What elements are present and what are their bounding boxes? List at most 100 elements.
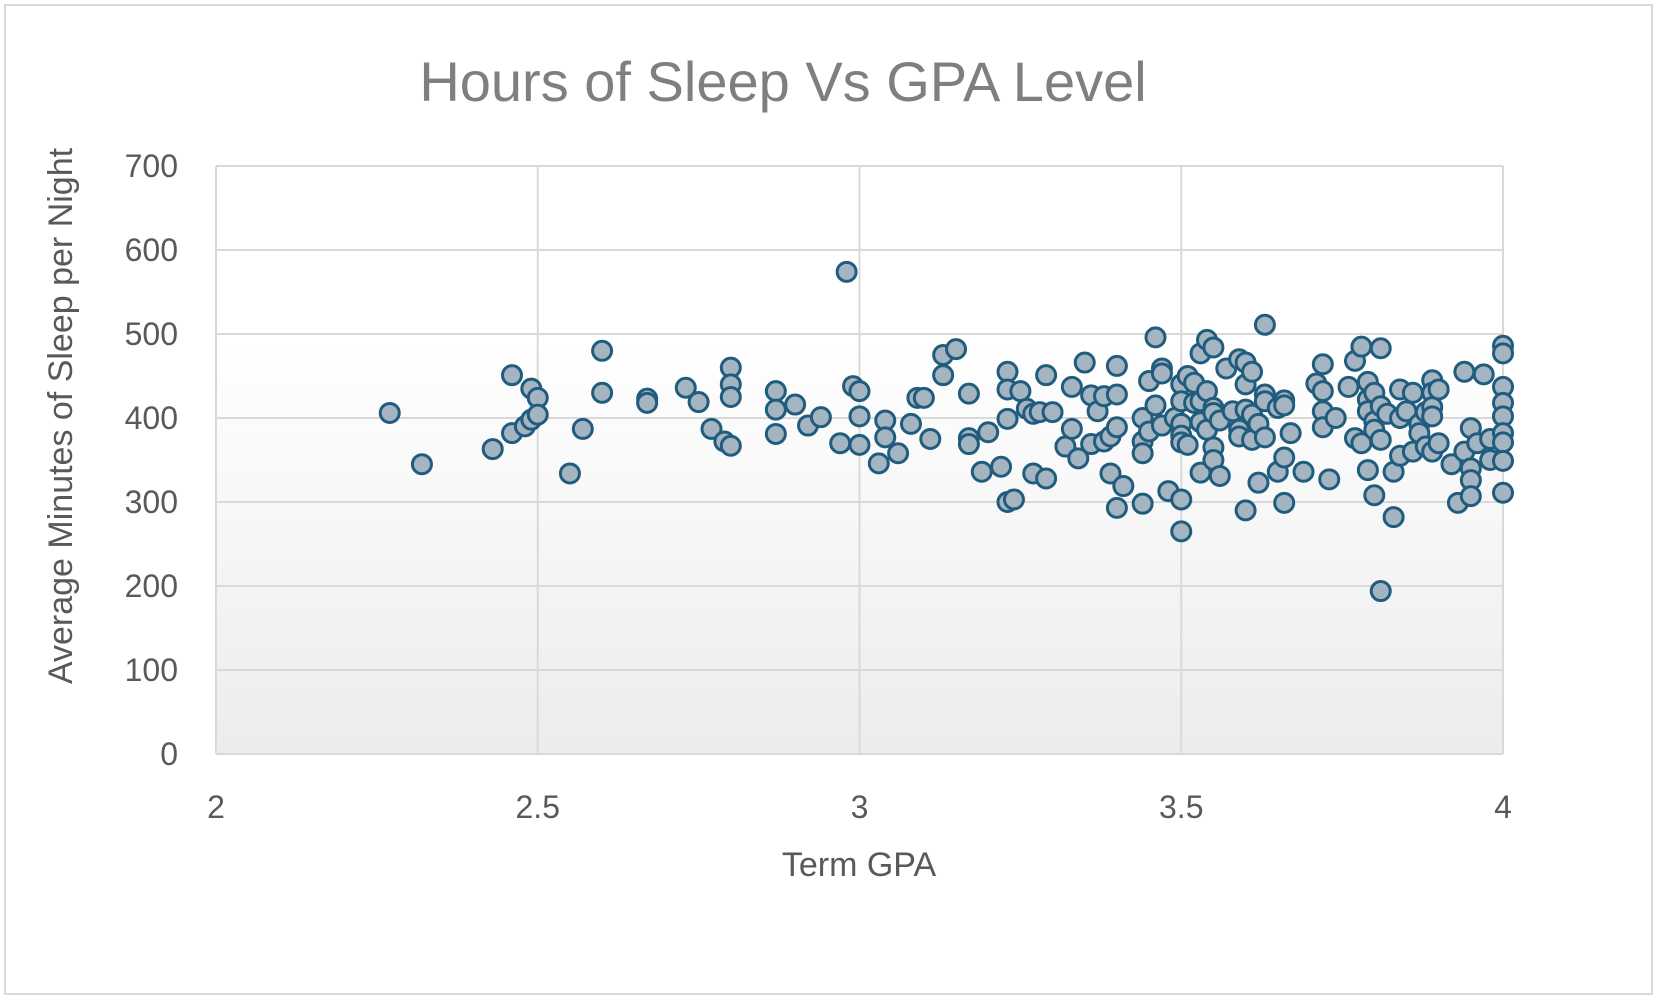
data-point: [1099, 462, 1122, 485]
data-point: [591, 339, 614, 362]
data-point: [1382, 506, 1405, 529]
data-point: [719, 386, 742, 408]
data-point: [867, 452, 890, 475]
data-point: [700, 417, 723, 440]
data-point: [378, 401, 401, 424]
x-tick-label: 3.5: [1159, 789, 1203, 825]
data-point: [932, 364, 955, 387]
data-point: [764, 422, 787, 445]
y-tick-label: 300: [125, 484, 178, 520]
data-point: [1105, 416, 1128, 439]
data-point: [835, 260, 858, 283]
gridlines: [215, 165, 1504, 755]
data-point: [1311, 380, 1334, 403]
data-point: [887, 442, 910, 465]
data-point: [526, 403, 549, 426]
data-point: [1356, 459, 1379, 482]
data-point: [1427, 378, 1450, 401]
data-point: [945, 338, 968, 361]
data-point: [764, 380, 787, 403]
data-point: [874, 426, 897, 449]
data-point: [1273, 394, 1296, 417]
data-point: [957, 382, 980, 405]
data-point: [719, 434, 742, 457]
data-point: [636, 391, 659, 414]
data-point: [1170, 520, 1193, 543]
data-point: [1067, 447, 1090, 470]
y-tick-label: 100: [125, 652, 178, 688]
data-point: [919, 428, 942, 450]
y-tick-label: 0: [160, 736, 178, 772]
data-point: [1369, 428, 1392, 451]
data-point: [809, 406, 832, 429]
data-point: [571, 417, 594, 440]
data-point: [829, 432, 852, 455]
data-point: [1324, 407, 1347, 429]
data-point: [1459, 485, 1482, 508]
data-point: [1241, 360, 1264, 383]
data-point: [1369, 580, 1392, 603]
data-point: [1369, 337, 1392, 360]
data-point: [996, 407, 1019, 430]
data-point: [1273, 491, 1296, 514]
data-point: [764, 398, 787, 421]
data-point: [501, 364, 524, 387]
data-point: [1273, 446, 1296, 469]
data-point: [1041, 401, 1064, 424]
chart-area: Hours of Sleep Vs GPA Level 0 100 200 300 40…: [4, 4, 1653, 995]
x-tick-label: 4: [1494, 789, 1512, 825]
x-tick-label: 3: [851, 789, 869, 825]
data-point: [1401, 381, 1424, 404]
data-point: [1363, 484, 1386, 507]
data-point: [1253, 426, 1276, 449]
data-point: [1131, 492, 1154, 515]
data-point: [1492, 449, 1514, 472]
data-point: [1202, 336, 1225, 359]
data-point: [674, 376, 697, 399]
data-point: [1060, 375, 1083, 398]
data-point: [1144, 394, 1167, 417]
y-tick-label: 500: [125, 316, 178, 352]
data-point: [848, 380, 871, 403]
chart-title: Hours of Sleep Vs GPA Level: [419, 50, 1146, 113]
y-tick-label: 700: [125, 148, 178, 184]
data-point: [1035, 467, 1058, 490]
scatter-chart: Hours of Sleep Vs GPA Level 0 100 200 300 40…: [42, 50, 1514, 884]
data-point: [481, 438, 504, 461]
data-point: [784, 393, 807, 416]
data-point: [1112, 475, 1135, 498]
data-point: [591, 381, 614, 404]
y-tick-label: 400: [125, 400, 178, 436]
data-point: [1279, 422, 1302, 445]
data-point: [1253, 313, 1276, 336]
data-point: [1247, 471, 1270, 494]
x-axis-title: Term GPA: [782, 846, 937, 884]
data-point: [1150, 362, 1173, 385]
data-point: [1073, 351, 1096, 374]
x-tick-label: 2: [207, 789, 225, 825]
data-point: [1472, 363, 1495, 386]
data-point: [1131, 442, 1154, 465]
tick-labels: 0 100 200 300 400 500 600 700 2 2.5 3 3.5 4: [125, 148, 1512, 825]
x-tick-label: 2.5: [516, 789, 560, 825]
data-point: [848, 433, 871, 456]
data-point: [410, 453, 433, 476]
data-point: [1234, 499, 1257, 522]
data-point: [1035, 364, 1058, 387]
data-point: [848, 405, 871, 428]
data-point: [1492, 342, 1514, 365]
data-point: [957, 433, 980, 456]
data-point: [1144, 326, 1167, 349]
data-point: [1002, 488, 1025, 511]
data-point: [970, 460, 993, 483]
data-point: [990, 455, 1013, 478]
data-point: [1170, 488, 1193, 511]
data-point: [912, 386, 935, 409]
data-point: [1337, 375, 1360, 398]
data-point: [977, 421, 1000, 444]
data-point: [1427, 432, 1450, 455]
data-points: [378, 260, 1514, 603]
data-point: [1311, 353, 1334, 376]
data-point: [1105, 354, 1128, 377]
data-point: [1292, 460, 1315, 483]
